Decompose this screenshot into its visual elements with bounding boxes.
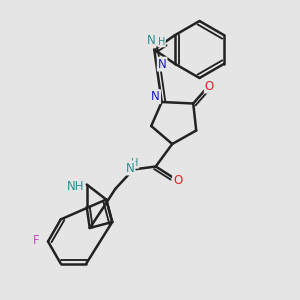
Text: N: N bbox=[151, 90, 160, 103]
Text: N: N bbox=[158, 58, 167, 70]
Text: N: N bbox=[147, 34, 155, 47]
Text: O: O bbox=[205, 80, 214, 93]
Text: N: N bbox=[126, 161, 135, 175]
Text: NH: NH bbox=[67, 179, 84, 193]
Text: O: O bbox=[173, 173, 182, 187]
Text: H: H bbox=[158, 37, 165, 47]
Text: F: F bbox=[33, 234, 40, 248]
Text: H: H bbox=[131, 158, 138, 168]
